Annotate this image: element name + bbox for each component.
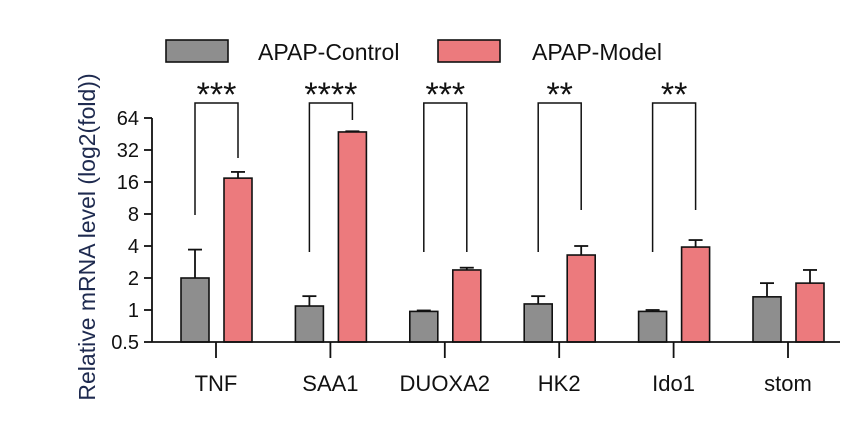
error-bars — [188, 130, 817, 312]
y-tick-label: 64 — [117, 108, 139, 130]
x-tick-label-saa1: SAA1 — [302, 371, 358, 396]
bar-apap-model-ido1 — [680, 246, 711, 343]
y-tick-label: 1 — [128, 300, 139, 322]
bars — [180, 131, 825, 343]
significance-bracket — [308, 102, 354, 252]
bar-apap-model-tnf — [223, 177, 253, 343]
x-tick-label-hk2: HK2 — [538, 371, 581, 396]
y-axis: 0.5 1 2 4 8 16 32 64 — [111, 108, 153, 354]
bar-apap-control-saa1 — [294, 305, 325, 343]
significance-label: ** — [546, 76, 572, 114]
significance-bracket — [194, 102, 239, 215]
x-tick-label-stom: stom — [764, 371, 812, 396]
significance-bracket — [651, 102, 697, 252]
y-tick-label: 8 — [128, 204, 139, 226]
significance-label: *** — [425, 76, 465, 114]
significance-label: ** — [661, 76, 687, 114]
legend-label-apap-model: APAP-Model — [532, 39, 662, 65]
bar-apap-control-stom — [752, 296, 782, 343]
x-tick-label-tnf: TNF — [195, 371, 238, 396]
legend-swatch-apap-model — [437, 39, 501, 63]
legend: APAP-Control APAP-Model — [165, 39, 662, 65]
bar-apap-model-hk2 — [566, 254, 597, 343]
significance-bracket — [423, 102, 468, 252]
significance-label: *** — [197, 76, 237, 114]
legend-label-apap-control: APAP-Control — [258, 39, 399, 65]
bar-apap-control-ido1 — [637, 310, 668, 343]
bar-apap-model-duoxa2 — [451, 269, 482, 343]
bar-apap-control-duoxa2 — [408, 310, 439, 343]
x-axis: TNF SAA1 DUOXA2 HK2 Ido1 stom — [152, 341, 840, 396]
x-tick-label-ido1: Ido1 — [652, 371, 695, 396]
y-tick-label: 16 — [117, 172, 139, 194]
legend-swatch-apap-control — [165, 39, 229, 63]
bar-apap-model-stom — [795, 282, 825, 343]
significance-label: **** — [304, 76, 357, 114]
y-tick-label: 0.5 — [111, 332, 139, 354]
bar-apap-model-saa1 — [337, 131, 368, 343]
y-tick-label: 4 — [128, 236, 139, 258]
significance-bracket — [537, 102, 582, 252]
bar-apap-control-hk2 — [523, 303, 554, 343]
significance-brackets: *** **** *** ** ** — [194, 76, 697, 252]
bar-apap-control-tnf — [180, 277, 210, 343]
x-tick-label-duoxa2: DUOXA2 — [400, 371, 490, 396]
y-tick-label: 2 — [128, 268, 139, 290]
y-tick-label: 32 — [117, 140, 139, 162]
y-axis-label: Relative mRNA level (log2(fold)) — [74, 73, 100, 400]
